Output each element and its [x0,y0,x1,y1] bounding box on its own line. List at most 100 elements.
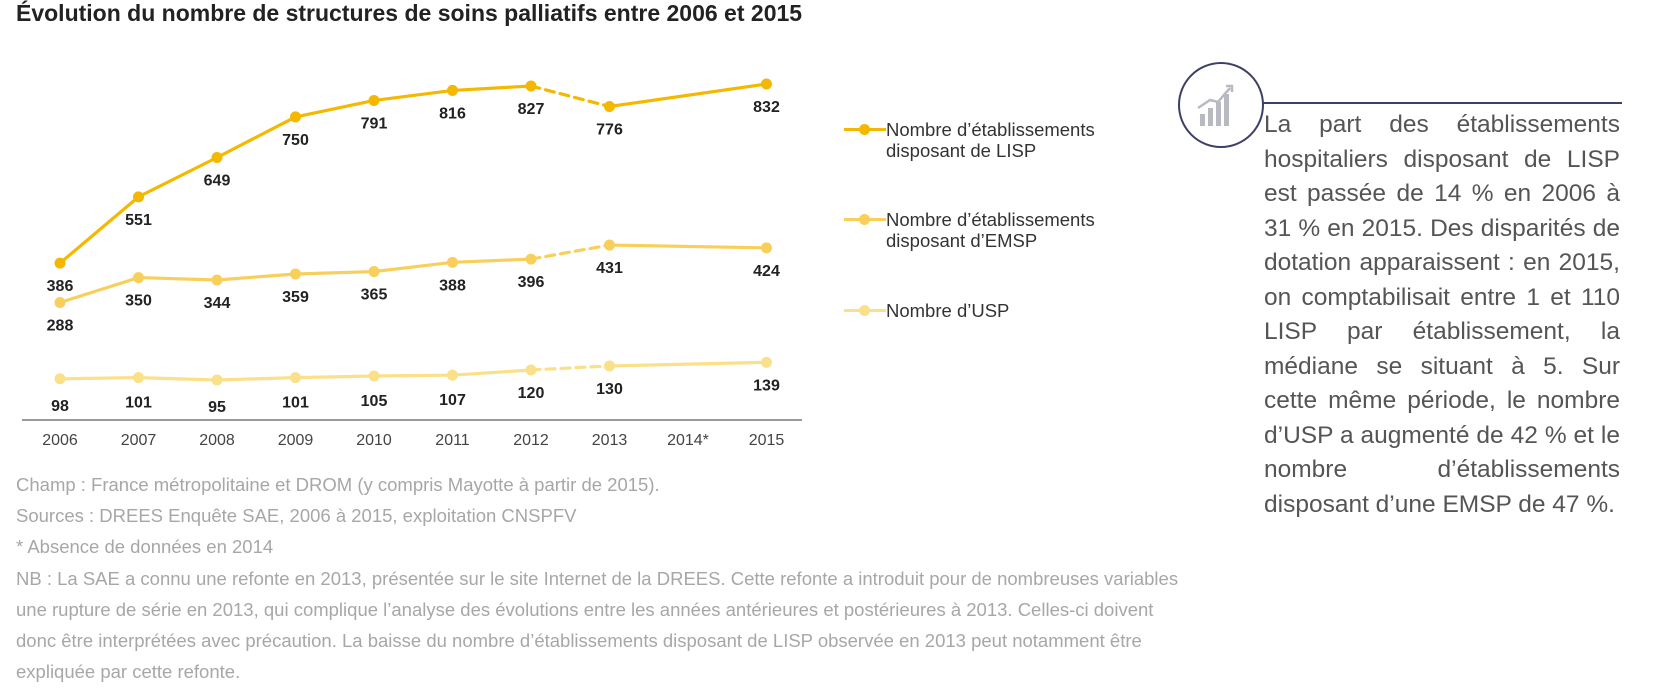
data-label: 95 [208,399,226,416]
data-point [525,80,537,92]
series-line-segment [372,373,455,378]
series-line-segment [607,360,769,368]
series-line-segment [58,375,141,381]
series-line-segment [529,364,612,372]
legend-marker [859,305,870,316]
data-label: 791 [361,115,388,132]
legend-label: Nombre d’USP [886,300,1010,321]
bar-chart-icon [1178,62,1264,148]
series-line-segment [450,257,533,264]
x-tick-label: 2014* [667,432,709,449]
series-line-segment [450,84,533,93]
data-point [447,256,458,268]
chart-notes: Champ : France métropolitaine et DROM (y… [16,469,1196,687]
data-point [133,272,144,284]
x-tick-label: 2010 [356,432,392,449]
data-label: 350 [125,293,152,310]
data-label: 130 [596,381,623,398]
x-tick-label: 2008 [199,432,235,449]
series-line-segment [215,272,298,282]
data-point [54,257,66,269]
data-point [604,360,615,372]
data-point [54,373,66,385]
data-label: 396 [518,274,545,291]
x-tick-label: 2007 [121,432,157,449]
x-tick-label: 2009 [278,432,314,449]
series-line-segment [529,84,612,109]
data-label: 365 [361,287,388,304]
data-label: 101 [125,395,152,412]
series-line-segment [136,155,219,199]
chart-title: Évolution du nombre de structures de soi… [16,0,803,26]
data-label: 101 [282,395,309,412]
data-point [604,239,615,251]
legend-label: Nombre d’établissements disposant d’EMSP [886,209,1095,251]
series-line-segment [215,375,298,382]
x-tick-label: 2006 [42,432,78,449]
data-label: 816 [439,105,466,122]
data-point [447,369,458,381]
series-line-segment [215,115,298,160]
line-chart: 2006 2007 2008 2009 2010 2011 2012 2013 2014* 201… [22,78,802,449]
data-point [761,242,772,254]
data-label: 750 [282,132,309,149]
series-line-segment [58,275,141,305]
data-label: 359 [282,289,309,306]
legend-marker [859,214,870,225]
data-point [133,372,144,384]
data-point [368,266,380,278]
data-label: 832 [753,99,780,116]
series-line-segment [607,243,769,250]
data-point [133,191,144,203]
data-label: 107 [439,392,466,409]
sidebar-text: La part des établissements hospitaliers … [1264,111,1620,518]
x-tick-label: 2012 [513,432,549,449]
data-point [368,370,380,382]
data-point [54,296,66,308]
series-line-segment [607,82,769,109]
data-point [447,84,458,96]
data-point [761,356,772,368]
note-champ: Champ : France métropolitaine et DROM (y… [16,474,660,495]
series-line-segment [293,269,376,276]
note-sources: Sources : DREES Enquête SAE, 2006 à 2015… [16,505,577,527]
data-point [211,274,223,286]
series-line-segment [136,375,219,382]
data-point [290,111,301,123]
note-nb: NB : La SAE a connu une refonte en 2013,… [16,567,1179,683]
legend-marker [859,124,870,135]
data-label: 344 [204,295,231,312]
series-line-segment [58,195,141,265]
note-absence: * Absence de données en 2014 [16,536,274,558]
data-label: 827 [518,101,545,118]
data-point [211,151,223,163]
data-label: 649 [204,172,231,189]
data-label: 388 [439,277,466,294]
series-line-segment [136,275,219,282]
legend-label: Nombre d’établissements disposant de LIS… [886,119,1095,161]
data-point [290,268,301,280]
data-label: 431 [596,260,623,277]
series-line-segment [372,260,455,274]
sidebar-divider [1262,102,1622,104]
data-label: 424 [753,263,780,280]
data-label: 98 [51,398,69,415]
data-point [290,372,301,384]
x-tick-label: 2015 [749,432,785,449]
data-label: 139 [753,377,780,394]
series-line-segment [293,374,376,380]
x-tick-label: 2013 [592,432,628,449]
data-point [604,100,615,112]
data-label: 551 [125,212,152,229]
data-point [525,364,537,376]
data-point [211,374,223,386]
data-point [525,253,537,265]
data-label: 776 [596,121,623,138]
series-line-segment [450,368,533,377]
series-line-segment [372,88,455,103]
data-label: 105 [361,393,388,410]
data-point [761,78,772,90]
series-line-segment [293,98,376,119]
x-tick-label: 2011 [435,432,470,449]
data-point [368,94,380,106]
